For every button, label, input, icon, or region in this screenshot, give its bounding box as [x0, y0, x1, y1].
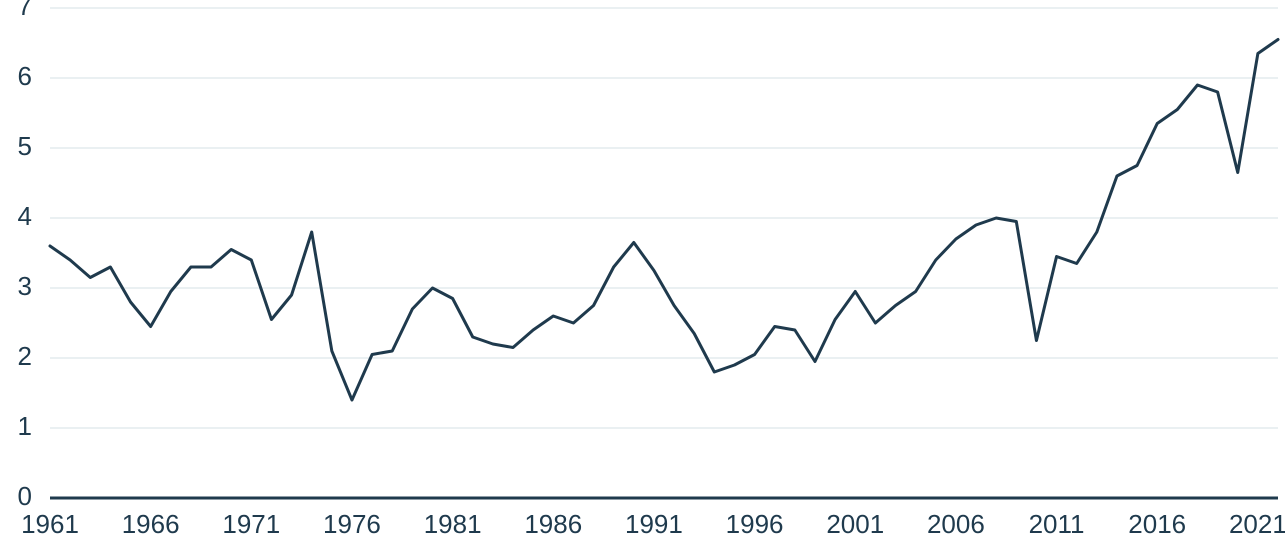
x-tick-label: 1976: [323, 509, 381, 539]
x-tick-label: 1961: [21, 509, 79, 539]
x-tick-label: 1981: [424, 509, 482, 539]
y-tick-label: 4: [18, 201, 32, 231]
x-tick-label: 1971: [222, 509, 280, 539]
x-tick-label: 2001: [826, 509, 884, 539]
x-tick-label: 1996: [726, 509, 784, 539]
chart-svg: 0 1 2 3 4 5 6 7 1961 1966 1971 1976 1981 1986 1991 1996…: [0, 0, 1285, 546]
line-chart: 0 1 2 3 4 5 6 7 1961 1966 1971 1976 1981 1986 1991 1996…: [0, 0, 1285, 546]
x-tick-label: 1966: [122, 509, 180, 539]
y-tick-label: 5: [18, 131, 32, 161]
y-tick-label: 7: [18, 0, 32, 21]
y-tick-label: 2: [18, 341, 32, 371]
x-tick-label: 1986: [524, 509, 582, 539]
x-tick-label: 2011: [1029, 509, 1085, 539]
x-tick-label: 2016: [1128, 509, 1186, 539]
y-tick-label: 1: [18, 411, 32, 441]
y-tick-label: 6: [18, 61, 32, 91]
x-tick-label: 1991: [625, 509, 683, 539]
y-tick-label: 0: [18, 481, 32, 511]
y-tick-label: 3: [18, 271, 32, 301]
x-tick-label: 2021: [1229, 509, 1285, 539]
x-tick-label: 2006: [927, 509, 985, 539]
